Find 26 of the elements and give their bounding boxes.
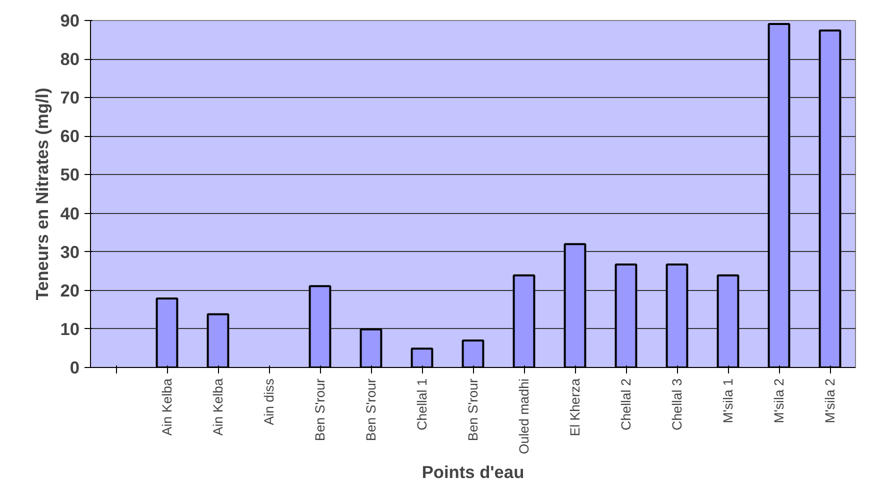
x-tick-label: Chellal 3 [670, 378, 684, 430]
x-tick-label: Ben S'rour [312, 378, 328, 442]
x-axis-title: Points d'eau [422, 462, 524, 482]
x-tick-label: El Kherza [568, 378, 582, 436]
x-tick-label: Ouled madhi [516, 378, 532, 454]
x-tick-label: Ben S'rour [364, 378, 378, 442]
x-tick-label: M'sila 2 [772, 378, 786, 424]
y-tick-label: 60 [60, 126, 80, 146]
x-tick-label: Chellal 2 [618, 378, 634, 430]
x-tick-label: Ain diss [262, 378, 276, 426]
x-tick-label: Ain Kelba [160, 378, 174, 436]
y-tick-label: 20 [60, 280, 80, 300]
y-tick-label: 40 [60, 203, 80, 224]
y-tick-label: 10 [60, 318, 80, 339]
x-tick-label: Chellal 1 [414, 378, 430, 430]
x-tick-label: Ben S'rour [466, 378, 480, 442]
x-tick-label: M'sila 2 [822, 378, 838, 424]
x-tick-label: M'sila 1 [720, 378, 736, 424]
y-tick-label: 0 [70, 358, 80, 378]
x-tick-label: Ain Kelba [210, 378, 226, 436]
y-tick-label: 90 [60, 10, 80, 30]
y-tick-label: 70 [60, 88, 80, 108]
y-tick-label: 50 [60, 164, 80, 185]
y-axis-title: Teneurs en Nitrates (mg/l) [32, 88, 52, 300]
y-tick-label: 30 [60, 242, 80, 262]
y-tick-label: 80 [60, 49, 80, 70]
